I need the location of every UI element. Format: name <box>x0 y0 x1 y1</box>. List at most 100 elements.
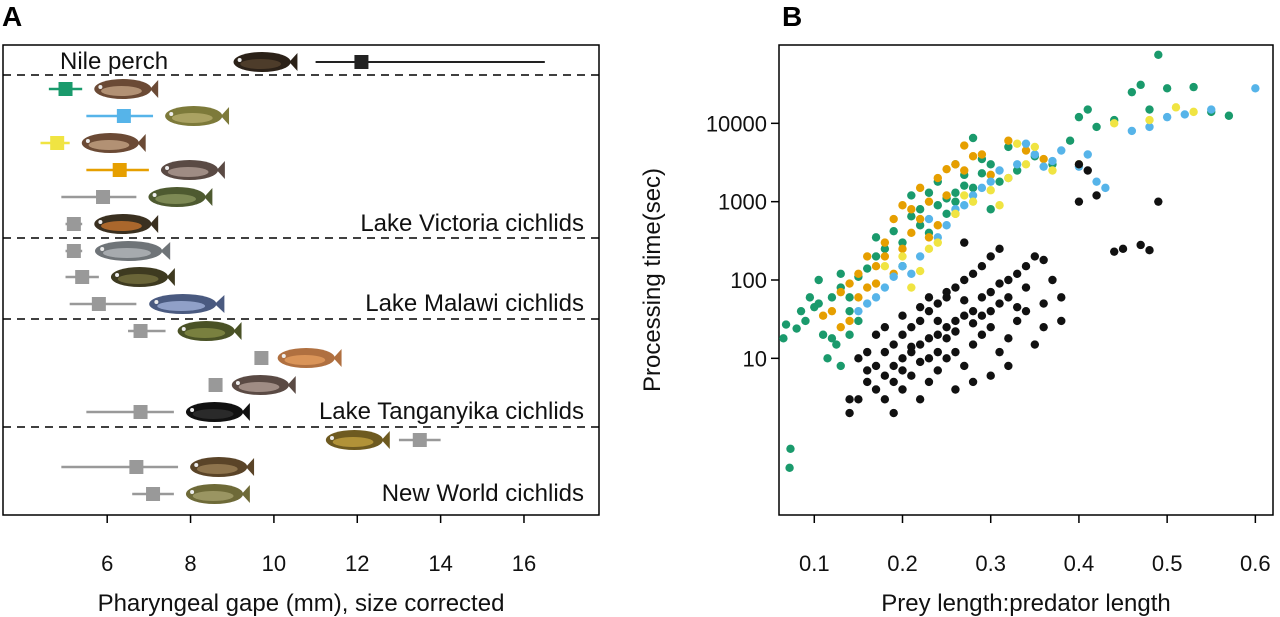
data-point <box>818 330 828 339</box>
data-point <box>1092 177 1101 186</box>
data-point <box>863 264 872 273</box>
data-point <box>854 269 863 278</box>
data-point <box>854 395 863 404</box>
data-point <box>1136 80 1145 90</box>
data-point <box>960 141 969 150</box>
data-point <box>880 252 890 261</box>
data-point <box>1224 111 1234 120</box>
data-point <box>1004 361 1013 371</box>
data-point <box>995 177 1004 186</box>
fish-belly <box>284 355 326 365</box>
data-point <box>845 395 854 404</box>
data-point <box>951 347 960 357</box>
data-point <box>845 306 854 316</box>
x-tick-label: 0.1 <box>799 551 830 576</box>
data-point <box>1048 275 1057 285</box>
y-tick-label: 100 <box>730 268 767 293</box>
data-point <box>880 395 890 404</box>
data-point <box>1083 166 1092 175</box>
data-point <box>1012 160 1022 169</box>
fish-tail <box>150 80 159 98</box>
data-point <box>924 214 934 224</box>
fish-eye <box>281 354 286 358</box>
fish-eye <box>190 408 195 412</box>
panel-a-letter: A <box>2 1 22 32</box>
fish-tail <box>166 268 175 286</box>
data-point <box>1083 150 1092 159</box>
data-point <box>1021 283 1031 292</box>
data-point <box>968 377 978 387</box>
mean-marker <box>133 405 148 419</box>
data-point <box>1057 293 1066 302</box>
data-point <box>968 152 978 161</box>
panel-b-x-axis-label: Prey length:predator length <box>881 590 1171 617</box>
mean-marker <box>66 244 81 258</box>
fish-pictogram <box>94 214 159 234</box>
group-label-lake-victoria: Lake Victoria cichlids <box>360 210 584 237</box>
x-tick-label: 12 <box>345 551 369 576</box>
data-point <box>960 275 969 285</box>
data-point <box>960 201 969 210</box>
data-point <box>779 334 788 343</box>
data-point <box>1048 166 1057 175</box>
data-point <box>907 228 916 238</box>
data-point <box>933 366 942 375</box>
data-point <box>951 316 960 326</box>
fish-eye <box>98 220 103 224</box>
data-point <box>933 330 942 339</box>
data-point <box>1145 246 1154 255</box>
data-point <box>1180 110 1189 119</box>
data-point <box>995 244 1004 254</box>
mean-marker <box>112 163 127 177</box>
data-point <box>968 183 978 193</box>
data-point <box>801 316 810 326</box>
data-point <box>827 334 837 343</box>
data-point <box>889 214 898 224</box>
data-point <box>880 322 890 332</box>
data-point <box>942 164 951 174</box>
fish-tail <box>214 295 225 313</box>
data-point <box>968 306 978 316</box>
fish-belly <box>101 86 142 96</box>
data-point <box>968 191 978 200</box>
data-point <box>986 170 995 180</box>
data-point <box>889 408 898 418</box>
data-point <box>933 238 942 247</box>
data-point <box>915 205 925 214</box>
data-point <box>960 296 969 305</box>
fish-belly <box>192 409 234 419</box>
data-point <box>907 269 916 278</box>
data-point <box>951 327 960 336</box>
data-point <box>854 293 863 302</box>
data-point <box>1074 197 1084 206</box>
data-point <box>785 463 794 473</box>
fish-tail <box>220 107 230 125</box>
data-point <box>1207 105 1216 114</box>
data-point <box>1012 302 1022 312</box>
fish-pictogram <box>231 375 296 395</box>
data-point <box>792 324 801 333</box>
data-point <box>995 347 1004 357</box>
data-point <box>995 279 1004 288</box>
panel-a-means <box>50 55 427 501</box>
data-point <box>1030 150 1040 159</box>
data-point <box>968 197 978 206</box>
fish-belly <box>171 113 213 123</box>
fish-pictogram <box>325 430 390 450</box>
data-point <box>898 244 907 254</box>
x-tick-label: 8 <box>184 551 196 576</box>
data-point <box>1083 105 1092 114</box>
data-point <box>933 316 942 326</box>
data-point <box>986 287 995 297</box>
data-point <box>951 209 960 219</box>
data-point <box>942 209 951 219</box>
fish-eye <box>329 436 334 440</box>
fish-pictogram <box>81 133 146 153</box>
data-point <box>977 311 987 320</box>
fish-tail <box>381 431 390 449</box>
fish-belly <box>238 382 280 392</box>
data-point <box>986 322 995 332</box>
fish-pictogram <box>165 106 230 126</box>
data-point <box>818 311 828 320</box>
fish-tail <box>241 403 250 421</box>
